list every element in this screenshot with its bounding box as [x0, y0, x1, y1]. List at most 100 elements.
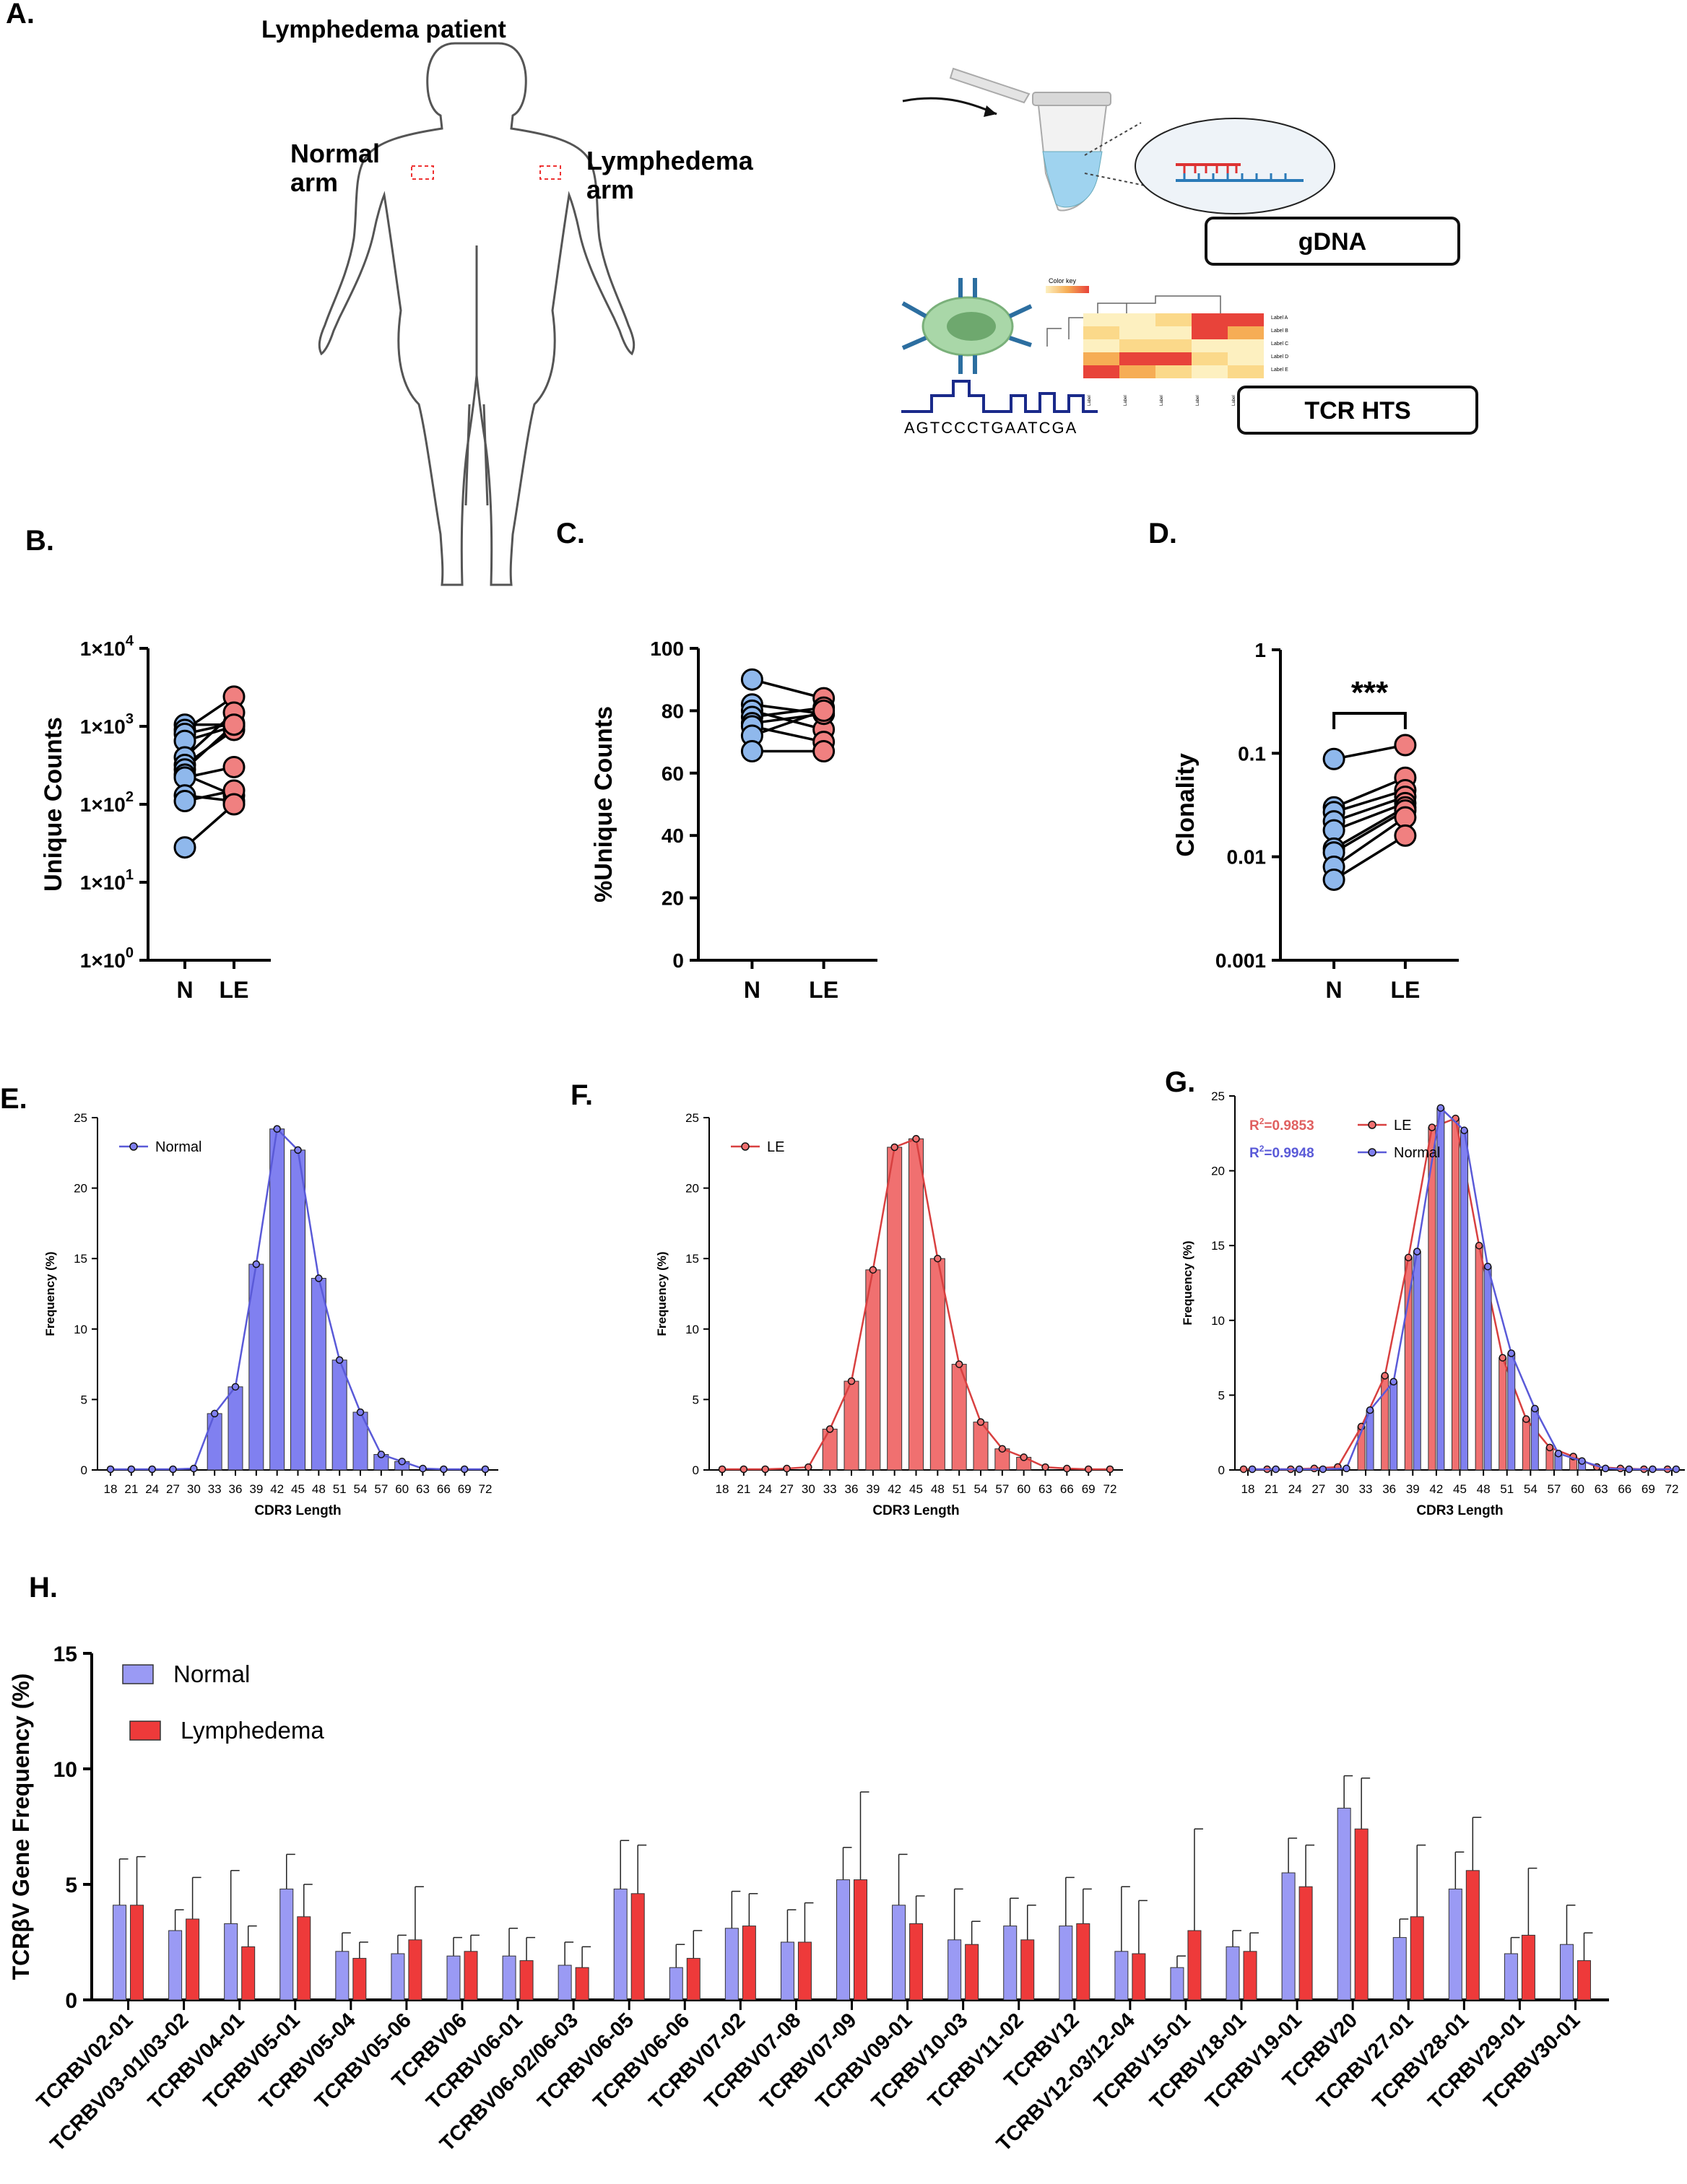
point-normal: [356, 1408, 365, 1417]
point-normal: [1366, 1406, 1374, 1414]
point-le: [740, 1465, 748, 1474]
point-normal: [481, 1465, 490, 1474]
bar-normal: [1559, 1944, 1574, 2001]
heatmap-col-label-5: Label: [1232, 395, 1236, 406]
bar-le: [929, 1258, 945, 1471]
pair-line: [752, 703, 824, 715]
bar-normal: [1392, 1937, 1407, 2001]
bar-normal: [279, 1888, 294, 2001]
legend-label: LE: [1394, 1118, 1411, 1134]
bar-le: [822, 1428, 838, 1471]
y-tick-base: 1×10: [80, 793, 126, 816]
point-le: [847, 1377, 856, 1385]
bar-normal: [669, 1967, 683, 2001]
heatmap-cell: [1083, 365, 1119, 378]
y-tick-label: 10: [74, 1323, 87, 1336]
x-tick-label: TCRBV07-02: [645, 2009, 750, 2114]
heatmap-cell: [1192, 326, 1228, 339]
x-tick-label: 42: [270, 1482, 284, 1496]
panel-h: H. 0 5 10 15 TCRβV Gene Frequency (%) TCRBV02-…: [8, 1572, 1609, 2156]
heatmap-row-label-b: Label B: [1271, 329, 1288, 334]
y-tick-label: 0.001: [1215, 949, 1266, 972]
point-normal: [1319, 1465, 1327, 1474]
point-normal: [294, 1146, 302, 1154]
y-tick-label: 1: [1254, 639, 1266, 661]
pair-line: [1333, 806, 1406, 850]
bar-lymphedema: [464, 1951, 478, 2001]
point-normal: [252, 1260, 261, 1269]
legend-swatch: [122, 1664, 154, 1684]
bar-normal: [113, 1905, 127, 2001]
point-normal: [1507, 1349, 1515, 1357]
legend-swatch: [129, 1720, 161, 1741]
heatmap-row-label-d: Label D: [1271, 354, 1288, 360]
y-tick-exponent: 1: [126, 867, 134, 883]
x-tick-label: 48: [312, 1482, 326, 1496]
bar-lymphedema: [797, 1941, 812, 2001]
panel-c: C. 0 20 40 60 80 100 N LE %Unique Counts: [556, 518, 877, 1003]
x-tick-label: 30: [802, 1482, 815, 1496]
point-le: [976, 1418, 985, 1426]
x-tick-label: 60: [395, 1482, 409, 1496]
point-normal: [106, 1465, 115, 1474]
x-tick-label: 57: [1547, 1482, 1561, 1496]
point-normal: [460, 1465, 469, 1474]
bar-le: [1452, 1118, 1460, 1471]
heatmap: Color key: [1046, 277, 1264, 378]
point-le: [1239, 1465, 1248, 1474]
x-tick-label: 21: [737, 1482, 750, 1496]
x-tick-label: 48: [931, 1482, 945, 1496]
x-axis-title: CDR3 Length: [872, 1503, 959, 1518]
bar-normal: [502, 1955, 516, 2001]
bar-lymphedema: [630, 1893, 645, 2001]
point-normal: [440, 1465, 448, 1474]
x-tick-label: 24: [758, 1482, 772, 1496]
y-tick-exponent: 4: [126, 633, 134, 649]
legend-label: Normal: [155, 1139, 201, 1155]
point-le: [825, 1425, 834, 1433]
bar-lymphedema: [909, 1923, 924, 2001]
legend-marker: [129, 1142, 138, 1151]
x-tick-label: 57: [995, 1482, 1009, 1496]
x-tick-label: TCRBV05-06: [311, 2009, 416, 2114]
bar-normal: [1448, 1888, 1462, 2001]
legend-label: Lymphedema: [181, 1717, 324, 1744]
point-normal: [231, 1383, 240, 1391]
x-tick-label: 66: [1618, 1482, 1631, 1496]
x-tick-label: TCRBV27-01: [1312, 2009, 1418, 2114]
x-tick-label: LE: [809, 977, 838, 1003]
bar-normal: [724, 1928, 739, 2001]
point-n: [740, 668, 763, 691]
pair-line: [1333, 801, 1406, 832]
point-le: [1499, 1354, 1506, 1362]
point-normal: [419, 1464, 427, 1473]
y-tick-base: 1×10: [80, 949, 126, 972]
bar-normal: [290, 1149, 305, 1471]
y-tick-label: 20: [74, 1182, 87, 1196]
point-le: [1020, 1453, 1028, 1461]
bar-lymphedema: [130, 1905, 144, 2001]
x-tick-label: 45: [291, 1482, 305, 1496]
bar-lymphedema: [854, 1879, 867, 2001]
bar-lymphedema: [241, 1946, 256, 2001]
bar-lymphedema: [352, 1957, 367, 2001]
y-tick-label: 1×103: [80, 711, 134, 738]
y-tick-label: 10: [1211, 1314, 1225, 1328]
point-le: [812, 699, 836, 722]
pair-line: [1333, 788, 1406, 814]
point-le: [718, 1465, 727, 1474]
bar-normal: [269, 1128, 285, 1471]
x-tick-label: 48: [1477, 1482, 1491, 1496]
y-tick-label: 1×102: [80, 789, 134, 816]
bar-normal: [1170, 1967, 1184, 2001]
x-tick-label: 18: [104, 1482, 118, 1496]
point-normal: [315, 1274, 323, 1282]
heatmap-cell: [1119, 339, 1155, 352]
y-tick-exponent: 3: [126, 711, 134, 727]
y-axis-title: Unique Counts: [40, 717, 67, 892]
x-tick-label: TCRBV06-05: [533, 2009, 638, 2114]
x-tick-label: TCRBV09-01: [812, 2009, 917, 2114]
heatmap-cell: [1228, 326, 1264, 339]
normal-arm-label-2: arm: [290, 168, 338, 197]
bar-normal: [558, 1965, 572, 2001]
